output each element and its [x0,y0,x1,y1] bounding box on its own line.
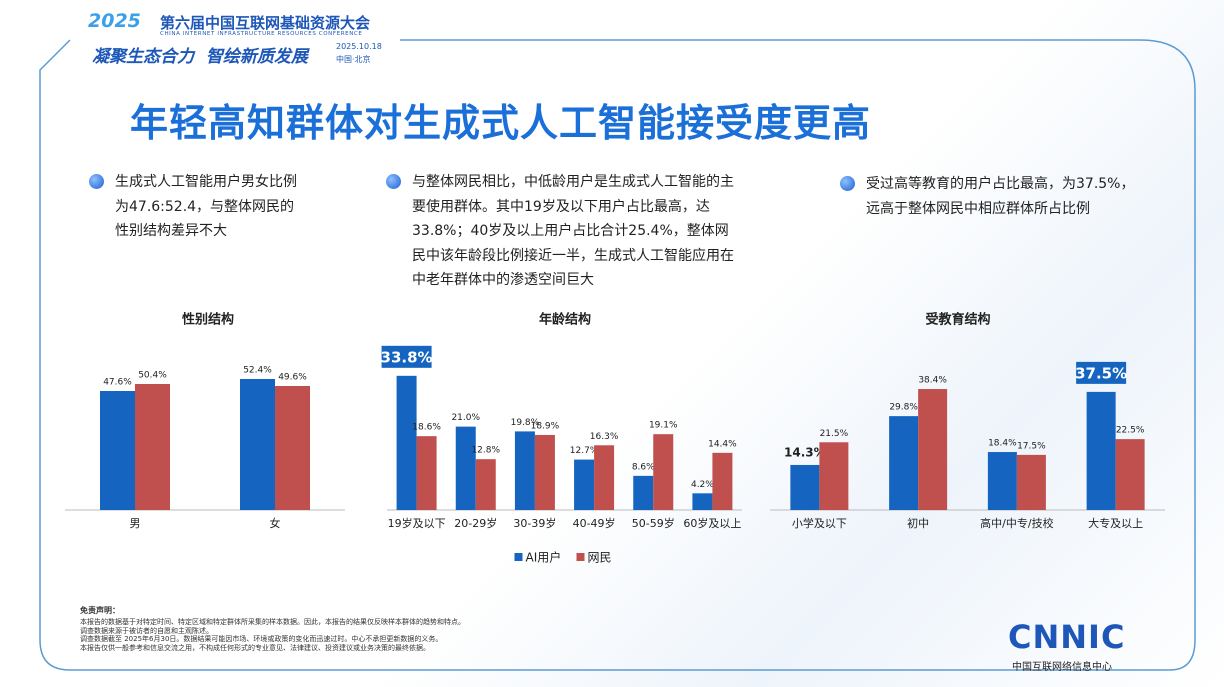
disclaimer-line: 调查数据来源于被访者的自愿和主观陈述。 [80,626,213,635]
bar [889,416,919,510]
value-label: 19.1% [649,421,678,431]
conference: 第六届中国互联网基础资源大会 [160,14,371,32]
x-tick-label: 大专及以上 [1088,516,1143,530]
slogan: 凝聚生态合力 智绘新质发展 [92,47,308,67]
bar [1086,391,1116,510]
bar [633,475,654,510]
value-label: 12.7% [570,446,599,456]
bar [790,464,820,510]
slide-title: 年轻高知群体对生成式人工智能接受度更高 [130,101,872,145]
x-tick-label: 40-49岁 [573,516,616,530]
place: 中国·北京 [336,55,371,64]
bar [275,386,310,510]
value-label: 19.8% [511,418,540,428]
x-tick-label: 30-39岁 [513,516,556,530]
bar [594,445,615,510]
bar [514,431,535,510]
logo: CNNIC [1008,618,1126,656]
value-label: 18.9% [531,421,560,431]
x-tick-label: 20-29岁 [454,516,497,530]
value-label: 50.4% [138,371,167,381]
bar [100,391,135,510]
value-label: 17.5% [1017,441,1046,451]
value-label: 22.5% [1116,426,1145,436]
x-tick-label: 小学及以下 [792,516,847,530]
value-label: 29.8% [889,403,918,413]
value-label: 14.4% [708,439,737,449]
value-label: 49.6% [278,373,307,383]
x-tick-label: 初中 [907,516,929,530]
x-tick-label: 高中/中专/技校 [980,516,1053,530]
legend-label: AI用户 [526,550,562,565]
bullet: 与整体网民相比，中低龄用户是生成式人工智能的主要使用群体。其中19岁及以下用户占… [386,170,742,293]
value-label: 14.3% [784,445,826,459]
bar [1115,439,1145,510]
legend-swatch [576,553,585,561]
chart-title: 性别结构 [182,312,234,328]
label-box [1076,361,1127,384]
bar [1016,454,1046,510]
value-label: 21.0% [451,413,480,423]
chart-title: 受教育结构 [925,312,990,328]
value-label: 37.5% [1075,364,1127,382]
logo-cn: 中国互联网络信息中心 [1012,662,1112,673]
bar [712,452,733,510]
bar [987,452,1017,510]
value-label: 18.6% [412,423,441,433]
value-label: 47.6% [103,378,132,388]
x-tick-label: 女 [270,516,281,530]
label-box [381,345,432,368]
value-label: 21.5% [820,429,849,439]
border [39,39,1196,671]
disclaimer-title: 免责声明： [80,606,120,615]
conference-en: CHINA INTERNET INFRASTRUCTURE RESOURCES … [160,31,363,37]
value-label: 12.8% [471,446,500,456]
bar [416,436,437,510]
value-label: 52.4% [243,366,272,376]
value-label: 8.6% [632,462,655,472]
value-label: 38.4% [918,376,947,386]
value-label: 4.2% [691,480,714,490]
legend-label: 网民 [588,551,612,565]
disclaimer-line: 本报告的数据基于对特定时间、特定区域和特定群体所采集的样本数据。因此，本报告的结… [80,618,465,626]
bar [455,426,476,510]
date: 2025.10.18 [336,42,382,51]
bullet: 受过高等教育的用户占比最高，为37.5%，远高于整体网民中相应群体所占比例 [840,172,1136,221]
chart-title: 年龄结构 [539,312,591,328]
bar [918,389,948,510]
value-label: 18.4% [988,439,1017,449]
x-tick-label: 男 [130,517,141,530]
bar [135,384,170,510]
bar [475,459,496,510]
disclaimer-line: 本报告仅供一般参考和信息交流之用，不构成任何形式的专业意见、法律建议、投资建议或… [80,643,430,652]
bullet: 生成式人工智能用户男女比例为47.6:52.4，与整体网民的性别结构差异不大 [89,170,305,244]
bar [653,434,674,510]
x-tick-label: 60岁及以上 [683,516,741,530]
x-tick-label: 50-59岁 [632,516,675,530]
bar [396,375,417,510]
value-label: 33.8% [381,348,433,366]
bar [574,459,595,510]
x-tick-label: 19岁及以下 [388,516,446,530]
bar [240,379,275,510]
legend-swatch [514,553,523,561]
disclaimer-line: 调查数据截至 2025年6月30日。数据结果可能因市场、环境或政策的变化而迅速过… [80,635,443,643]
bar [819,442,849,510]
bar [534,434,555,510]
year: 2025 [88,10,141,32]
value-label: 16.3% [590,432,619,442]
bar [692,493,713,510]
